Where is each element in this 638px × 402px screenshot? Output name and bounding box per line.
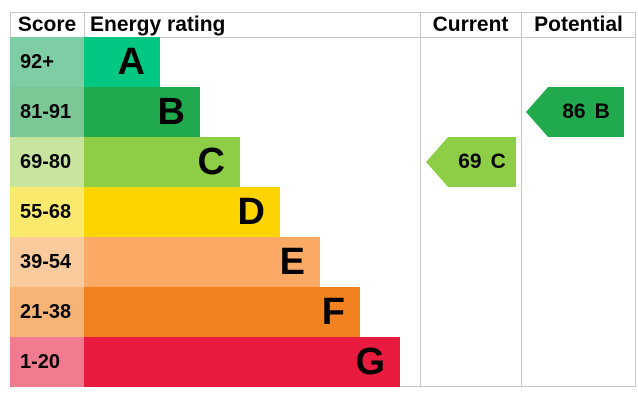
band-bar: G — [84, 337, 400, 387]
band-bar: A — [84, 37, 160, 87]
score-cell: 81-91 — [10, 87, 84, 137]
score-range-label: 69-80 — [20, 151, 72, 173]
current-column-header: Current — [432, 13, 509, 36]
band-letter: E — [279, 241, 305, 283]
score-range-label: 81-91 — [20, 101, 72, 123]
band-row-d: 55-68 D — [10, 187, 420, 237]
band-row-g: 1-20 G — [10, 337, 420, 387]
potential-column-header: Potential — [534, 13, 623, 36]
score-cell: 69-80 — [10, 137, 84, 187]
band-row-f: 21-38 F — [10, 287, 420, 337]
current-rating-value: 69 — [458, 150, 482, 173]
energy-rating-column-header: Energy rating — [90, 13, 226, 36]
band-row-c: 69-80 C — [10, 137, 420, 187]
potential-rating-arrow: 86 B — [526, 87, 624, 137]
grid-line-potential-column — [521, 12, 522, 387]
grid-line-left — [10, 12, 11, 38]
epc-rating-chart: Score Energy rating Current Potential 92… — [10, 12, 636, 387]
band-bar: F — [84, 287, 360, 337]
score-column-header: Score — [17, 13, 77, 36]
score-cell: 55-68 — [10, 187, 84, 237]
band-row-b: 81-91 B — [10, 87, 420, 137]
band-letter: A — [117, 41, 145, 83]
band-letter: B — [157, 91, 185, 133]
current-rating-arrow: 69 C — [426, 137, 516, 187]
score-range-label: 55-68 — [20, 201, 72, 223]
band-letter: C — [197, 141, 225, 183]
score-cell: 92+ — [10, 37, 84, 87]
grid-line-top — [10, 12, 636, 13]
band-row-a: 92+ A — [10, 37, 420, 87]
score-cell: 1-20 — [10, 337, 84, 387]
band-letter: G — [355, 341, 385, 383]
band-bar: D — [84, 187, 280, 237]
score-range-label: 1-20 — [20, 351, 61, 373]
band-row-e: 39-54 E — [10, 237, 420, 287]
band-bar: B — [84, 87, 200, 137]
band-bar: C — [84, 137, 240, 187]
potential-rating-value: 86 — [562, 100, 586, 123]
score-cell: 39-54 — [10, 237, 84, 287]
score-range-label: 92+ — [20, 51, 54, 73]
band-letter: F — [321, 291, 345, 333]
potential-rating-band: B — [594, 100, 610, 123]
grid-line-right — [635, 12, 636, 387]
score-range-label: 21-38 — [20, 301, 72, 323]
current-rating-band: C — [490, 150, 506, 173]
score-range-label: 39-54 — [20, 251, 72, 273]
grid-line-score-divider — [84, 12, 85, 38]
grid-line-current-column — [420, 12, 421, 387]
band-letter: D — [237, 191, 265, 233]
score-cell: 21-38 — [10, 287, 84, 337]
grid-line-header-bottom — [10, 37, 636, 38]
band-bar: E — [84, 237, 320, 287]
